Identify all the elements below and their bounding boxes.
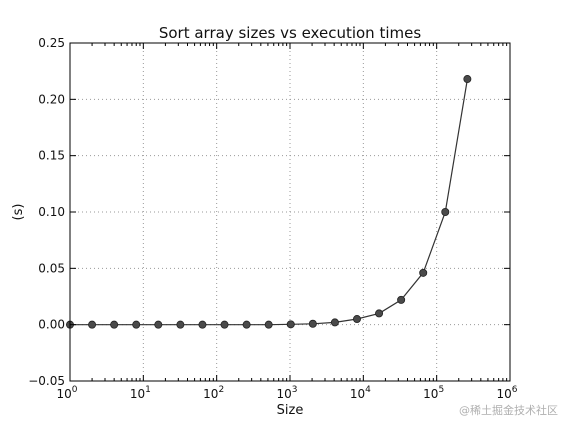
chart-title: Sort array sizes vs execution times: [159, 24, 421, 42]
data-point: [286, 320, 295, 329]
data-point: [176, 320, 185, 329]
data-point: [308, 319, 317, 328]
data-point: [352, 315, 361, 324]
x-tick-exponent: 4: [365, 385, 371, 395]
data-point: [264, 320, 273, 329]
data-point: [88, 320, 97, 329]
x-tick-label: 104: [350, 385, 371, 401]
data-point: [375, 309, 384, 318]
x-tick-exponent: 0: [72, 385, 78, 395]
watermark: @稀土掘金技术社区: [459, 404, 558, 417]
data-point: [132, 320, 141, 329]
y-tick-label: 0.05: [38, 261, 65, 275]
y-tick-label: 0.00: [38, 318, 65, 332]
x-tick-label: 101: [130, 385, 151, 401]
data-point: [242, 320, 251, 329]
y-tick-label: −0.05: [28, 374, 65, 388]
y-tick-label: 0.25: [38, 36, 65, 50]
x-tick-exponent: 5: [438, 385, 444, 395]
data-point: [154, 320, 163, 329]
x-tick-exponent: 1: [145, 385, 151, 395]
ticks: 100 101 102 103 104 105 106−0.050.000.050.100.…: [28, 36, 518, 401]
data-point: [419, 268, 428, 277]
x-tick-exponent: 6: [512, 385, 518, 395]
data-point: [198, 320, 207, 329]
data-point: [397, 295, 406, 304]
y-axis-label: (s): [11, 204, 26, 221]
x-tick-label: 105: [423, 385, 444, 401]
x-tick-exponent: 2: [218, 385, 224, 395]
x-axis-label: Size: [277, 403, 304, 418]
y-tick-label: 0.10: [38, 205, 65, 219]
x-tick-label: 103: [276, 385, 297, 401]
data-point: [441, 207, 450, 216]
data-point: [463, 75, 472, 84]
data-point: [220, 320, 229, 329]
data-point: [110, 320, 119, 329]
y-tick-label: 0.15: [38, 149, 65, 163]
y-tick-label: 0.20: [38, 92, 65, 106]
data-point: [330, 318, 339, 327]
x-tick-exponent: 3: [292, 385, 298, 395]
x-tick-label: 106: [496, 385, 517, 401]
x-tick-label: 102: [203, 385, 224, 401]
